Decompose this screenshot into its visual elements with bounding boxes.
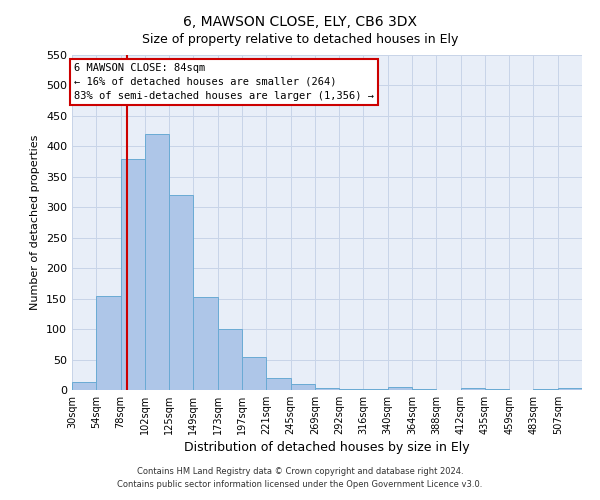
Bar xyxy=(145,134,169,390)
Bar xyxy=(461,388,485,390)
Text: Size of property relative to detached houses in Ely: Size of property relative to detached ho… xyxy=(142,32,458,46)
Bar xyxy=(242,356,266,390)
Bar xyxy=(193,298,218,390)
Y-axis label: Number of detached properties: Number of detached properties xyxy=(31,135,40,310)
Bar xyxy=(388,387,412,390)
Bar xyxy=(290,384,315,390)
Bar xyxy=(72,382,96,390)
Bar xyxy=(266,378,290,390)
X-axis label: Distribution of detached houses by size in Ely: Distribution of detached houses by size … xyxy=(184,441,470,454)
Text: Contains HM Land Registry data © Crown copyright and database right 2024.
Contai: Contains HM Land Registry data © Crown c… xyxy=(118,468,482,489)
Bar xyxy=(121,158,145,390)
Text: 6 MAWSON CLOSE: 84sqm
← 16% of detached houses are smaller (264)
83% of semi-det: 6 MAWSON CLOSE: 84sqm ← 16% of detached … xyxy=(74,63,374,101)
Bar xyxy=(96,296,121,390)
Text: 6, MAWSON CLOSE, ELY, CB6 3DX: 6, MAWSON CLOSE, ELY, CB6 3DX xyxy=(183,15,417,29)
Bar xyxy=(169,195,193,390)
Bar xyxy=(218,329,242,390)
Bar xyxy=(315,388,339,390)
Bar xyxy=(339,389,364,390)
Bar xyxy=(558,388,582,390)
